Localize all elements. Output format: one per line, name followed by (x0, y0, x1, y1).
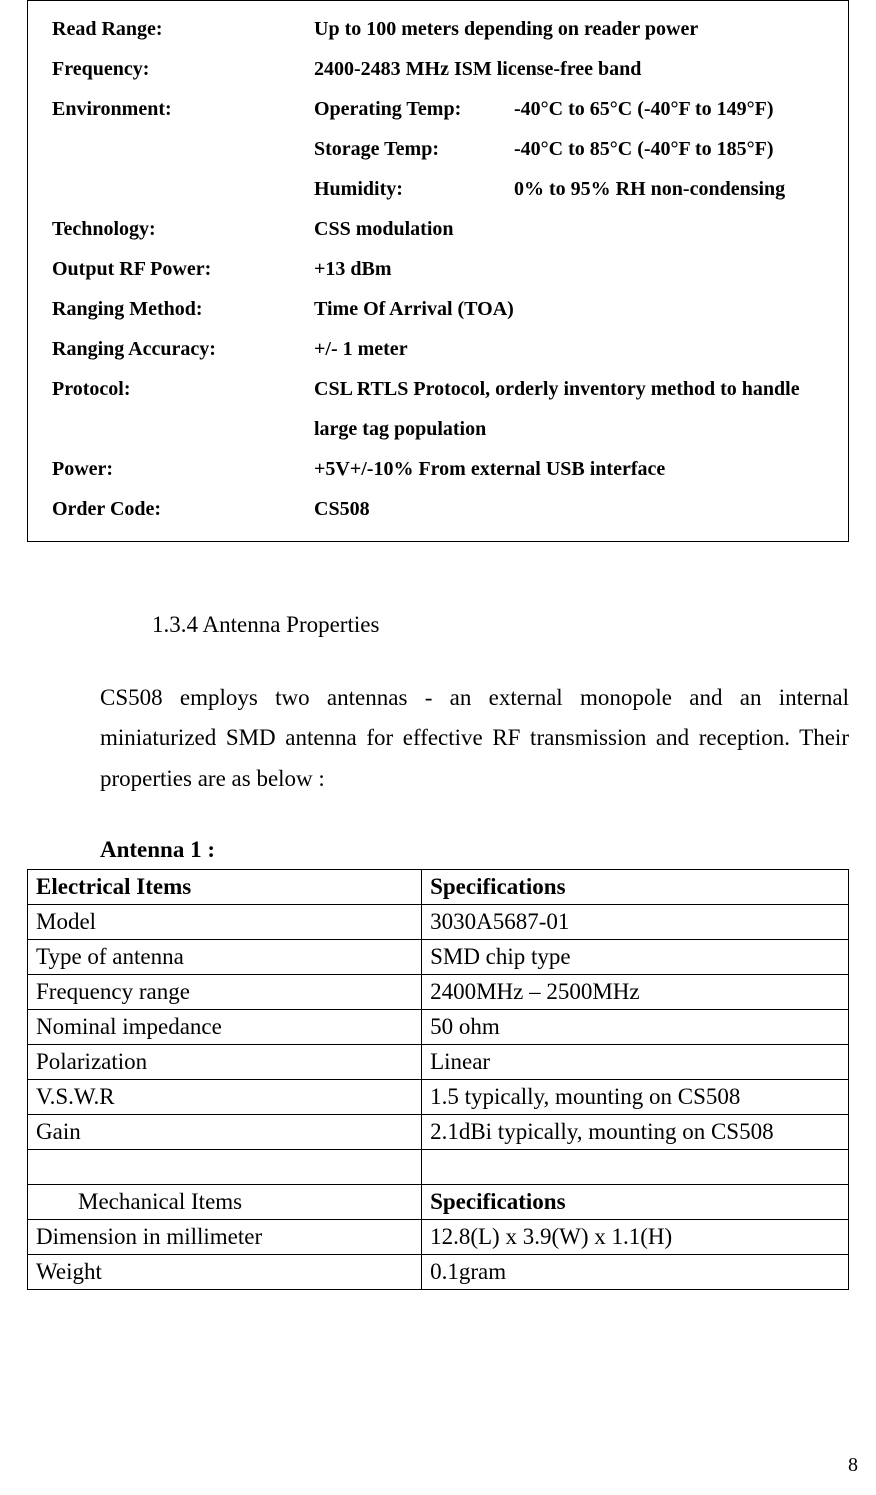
spec-value: Time Of Arrival (TOA) (314, 293, 848, 325)
spec-label: Ranging Accuracy: (52, 333, 314, 365)
antenna1-table: Electrical Items Specifications Model 30… (27, 869, 849, 1290)
spec-environment-humidity: Humidity:0% to 95% RH non-condensing (52, 169, 848, 209)
cell-value: Linear (422, 1044, 849, 1079)
cell-key: Type of antenna (28, 939, 422, 974)
table-row: Type of antenna SMD chip type (28, 939, 849, 974)
spec-frequency: Frequency: 2400-2483 MHz ISM license-fre… (28, 49, 848, 89)
spec-technology: Technology: CSS modulation (28, 209, 848, 249)
env-sublabel: Humidity: (314, 173, 514, 205)
table-row: Frequency range 2400MHz – 2500MHz (28, 974, 849, 1009)
cell-key: Weight (28, 1254, 422, 1289)
spec-value: CSL RTLS Protocol, orderly inventory met… (314, 373, 848, 405)
env-sublabel: Storage Temp: (314, 133, 514, 165)
table-row: Weight 0.1gram (28, 1254, 849, 1289)
env-subvalue: 0% to 95% RH non-condensing (514, 178, 785, 200)
table-row: V.S.W.R 1.5 typically, mounting on CS508 (28, 1079, 849, 1114)
spec-ranging-method: Ranging Method: Time Of Arrival (TOA) (28, 289, 848, 329)
spec-label: Power: (52, 453, 314, 485)
cell-key: Gain (28, 1114, 422, 1149)
env-subvalue: -40°C to 85°C (-40°F to 185°F) (514, 138, 774, 160)
env-sublabel: Operating Temp: (314, 93, 514, 125)
table-row: Nominal impedance 50 ohm (28, 1009, 849, 1044)
spec-label: Technology: (52, 213, 314, 245)
antenna1-title: Antenna 1 : (100, 837, 876, 863)
section-heading: 1.3.4 Antenna Properties (152, 612, 876, 638)
spec-output-rf: Output RF Power: +13 dBm (28, 249, 848, 289)
table-header-row: Electrical Items Specifications (28, 869, 849, 904)
cell-value: 0.1gram (422, 1254, 849, 1289)
table-row: Gain 2.1dBi typically, mounting on CS508 (28, 1114, 849, 1149)
header-electrical: Electrical Items (28, 869, 422, 904)
cell-value: 3030A5687-01 (422, 904, 849, 939)
spec-value: Operating Temp:-40°C to 65°C (-40°F to 1… (314, 93, 848, 125)
spec-environment-storage: Storage Temp:-40°C to 85°C (-40°F to 185… (52, 129, 848, 169)
spec-value: +/- 1 meter (314, 333, 848, 365)
cell-key: Dimension in millimeter (28, 1219, 422, 1254)
spec-label: Output RF Power: (52, 253, 314, 285)
cell-key: Frequency range (28, 974, 422, 1009)
header-specifications: Specifications (422, 869, 849, 904)
cell-empty (28, 1149, 422, 1184)
spec-value: CSS modulation (314, 213, 848, 245)
specifications-box: Read Range: Up to 100 meters depending o… (27, 0, 849, 542)
spec-environment: Environment: Operating Temp:-40°C to 65°… (28, 89, 848, 129)
spec-label: Environment: (52, 93, 314, 125)
page-number: 8 (848, 1454, 858, 1477)
spec-value: CS508 (314, 493, 848, 525)
table-row-empty (28, 1149, 849, 1184)
spec-label: Read Range: (52, 13, 314, 45)
spec-ranging-accuracy: Ranging Accuracy: +/- 1 meter (28, 329, 848, 369)
spec-protocol-cont: large tag population (52, 409, 848, 449)
cell-value: 12.8(L) x 3.9(W) x 1.1(H) (422, 1219, 849, 1254)
spec-label: Protocol: (52, 373, 314, 405)
cell-value: 50 ohm (422, 1009, 849, 1044)
spec-power: Power: +5V+/-10% From external USB inter… (28, 449, 848, 489)
env-subvalue: -40°C to 65°C (-40°F to 149°F) (514, 98, 774, 120)
header-mechanical: Mechanical Items (28, 1184, 422, 1219)
spec-value: +5V+/-10% From external USB interface (314, 453, 848, 485)
table-header-row: Mechanical Items Specifications (28, 1184, 849, 1219)
spec-read-range: Read Range: Up to 100 meters depending o… (28, 9, 848, 49)
cell-value: SMD chip type (422, 939, 849, 974)
cell-key: Polarization (28, 1044, 422, 1079)
cell-value: 2400MHz – 2500MHz (422, 974, 849, 1009)
body-text: CS508 employs two antennas - an external… (100, 678, 849, 799)
table-row: Model 3030A5687-01 (28, 904, 849, 939)
cell-key: Nominal impedance (28, 1009, 422, 1044)
cell-value: 1.5 typically, mounting on CS508 (422, 1079, 849, 1114)
table-row: Polarization Linear (28, 1044, 849, 1079)
spec-label: Order Code: (52, 493, 314, 525)
cell-key: V.S.W.R (28, 1079, 422, 1114)
cell-empty (422, 1149, 849, 1184)
spec-order-code: Order Code: CS508 (28, 489, 848, 529)
spec-value: Up to 100 meters depending on reader pow… (314, 13, 848, 45)
table-row: Dimension in millimeter 12.8(L) x 3.9(W)… (28, 1219, 849, 1254)
spec-value: +13 dBm (314, 253, 848, 285)
spec-label: Frequency: (52, 53, 314, 85)
header-specifications: Specifications (422, 1184, 849, 1219)
spec-label: Ranging Method: (52, 293, 314, 325)
spec-value: 2400-2483 MHz ISM license-free band (314, 53, 848, 85)
spec-protocol: Protocol: CSL RTLS Protocol, orderly inv… (28, 369, 848, 409)
cell-key: Model (28, 904, 422, 939)
cell-value: 2.1dBi typically, mounting on CS508 (422, 1114, 849, 1149)
